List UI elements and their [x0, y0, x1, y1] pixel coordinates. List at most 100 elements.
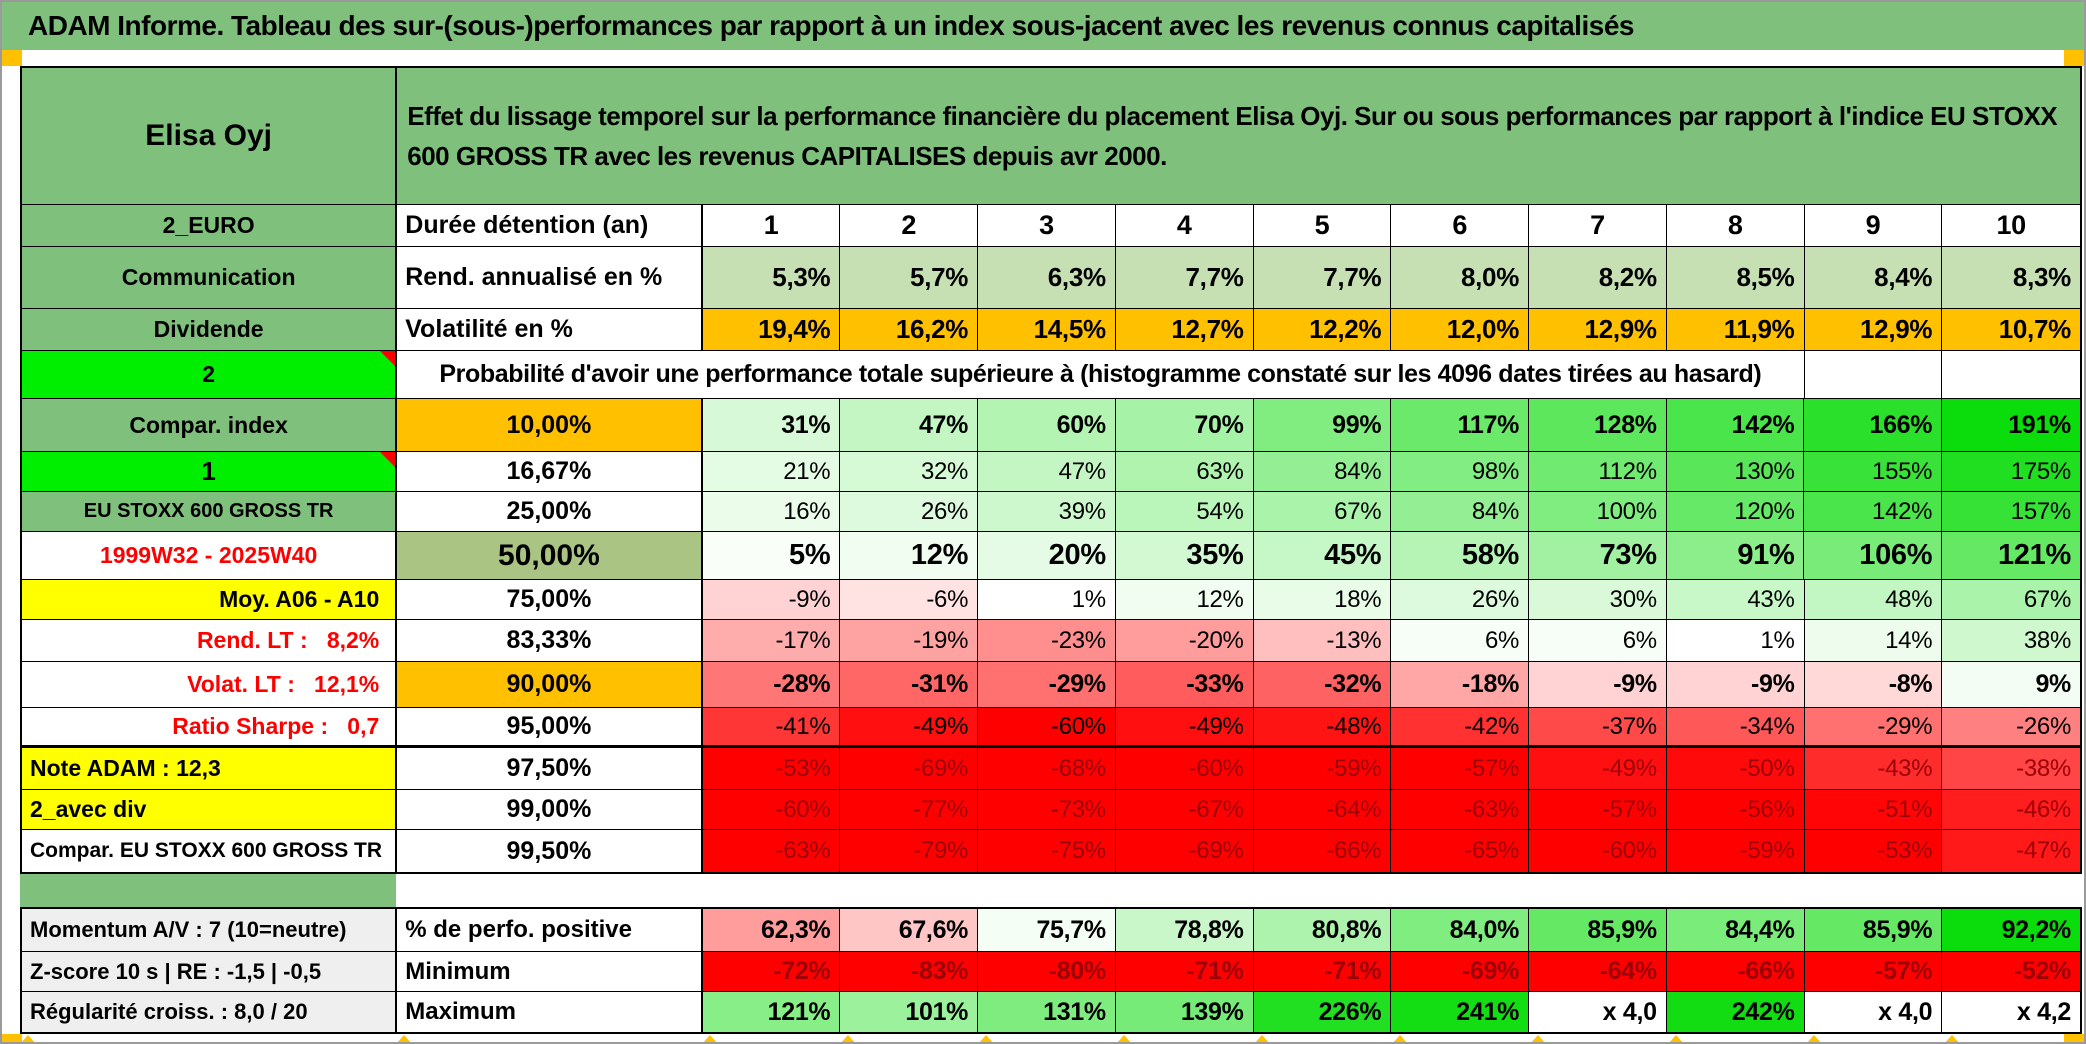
row-label-min: Z-score 10 s | RE : -1,5 | -0,5: [22, 952, 398, 992]
value-cell: 106%: [1804, 532, 1943, 580]
header-row: Elisa Oyj Effet du lissage temporel sur …: [22, 68, 2080, 205]
main-table: Elisa Oyj Effet du lissage temporel sur …: [20, 66, 2082, 874]
value-cell: -13%: [1253, 620, 1392, 662]
value-cell: -71%: [1115, 952, 1254, 992]
value-cell: -60%: [1115, 748, 1254, 790]
row-label-p50: 1999W32 - 2025W40: [22, 532, 398, 580]
value-cell: -59%: [1253, 748, 1392, 790]
empty-cell: [1942, 351, 2080, 399]
value-cell: 19,4%: [702, 309, 841, 351]
value-cell: 8,2%: [1529, 247, 1667, 309]
value-cell: -65%: [1391, 830, 1530, 872]
row-label-volat: Dividende: [22, 309, 398, 351]
value-cell: 101%: [840, 992, 979, 1032]
value-cell: 39%: [978, 492, 1116, 532]
value-cell: 84,4%: [1666, 909, 1805, 952]
value-cell: 58%: [1391, 532, 1530, 580]
row-durations: 2_EURO Durée détention (an) 1 2 3 4 5 6 7 8 9 10: [22, 205, 2081, 247]
col2-p995: 99,50%: [397, 830, 703, 872]
value-cell: -42%: [1391, 708, 1530, 748]
row-p83: Rend. LT : 8,2% 83,33% -17% -19% -23% -20% -13…: [22, 620, 2080, 662]
value-cell: -46%: [1942, 790, 2080, 830]
value-cell: 78,8%: [1115, 909, 1254, 952]
col2-rend: Rend. annualisé en %: [397, 247, 703, 309]
value-cell: -71%: [1253, 952, 1392, 992]
main-rows-container: 2_EURO Durée détention (an) 1 2 3 4 5 6 7 8 9 10 Com…: [22, 205, 2081, 872]
value-cell: -83%: [840, 952, 979, 992]
value-cell: -63%: [1391, 790, 1530, 830]
value-cell: 8,5%: [1666, 247, 1805, 309]
value-cell: 84%: [1253, 452, 1392, 492]
value-cell: 80,8%: [1253, 909, 1392, 952]
duration-header: 5: [1253, 205, 1392, 247]
value-cell: x 4,0: [1529, 992, 1667, 1032]
duration-header: 9: [1804, 205, 1943, 247]
value-cell: 241%: [1391, 992, 1530, 1032]
value-cell: -57%: [1529, 790, 1667, 830]
value-cell: 120%: [1666, 492, 1805, 532]
duration-header: 7: [1529, 205, 1667, 247]
value-cell: 92,2%: [1942, 909, 2080, 952]
value-cell: 121%: [1942, 532, 2080, 580]
value-cell: 9%: [1942, 662, 2080, 708]
row-label-perfo: Momentum A/V : 7 (10=neutre): [22, 909, 398, 952]
duration-header: 10: [1942, 205, 2081, 247]
value-cell: 10,7%: [1942, 309, 2080, 351]
page-break-marker: [840, 1035, 856, 1042]
value-cell: 117%: [1391, 399, 1530, 452]
row-min: Z-score 10 s | RE : -1,5 | -0,5 Minimum -7…: [22, 952, 2080, 992]
col2-p975: 97,50%: [397, 748, 703, 790]
value-cell: 99%: [1253, 399, 1392, 452]
value-cell: -75%: [978, 830, 1116, 872]
value-cell: x 4,0: [1804, 992, 1943, 1032]
value-cell: -9%: [1529, 662, 1667, 708]
value-cell: -17%: [702, 620, 841, 662]
value-cell: -32%: [1253, 662, 1392, 708]
value-cell: -53%: [702, 748, 841, 790]
col2-p83: 83,33%: [397, 620, 703, 662]
value-cell: -63%: [702, 830, 841, 872]
row-p75: Moy. A06 - A10 75,00% -9% -6% 1% 12% 18% 26% 30%…: [22, 580, 2080, 620]
value-cell: 12,0%: [1391, 309, 1530, 351]
value-cell: -67%: [1115, 790, 1254, 830]
row-max: Régularité croiss. : 8,0 / 20 Maximum 121%…: [22, 992, 2080, 1032]
value-cell: -29%: [978, 662, 1116, 708]
value-cell: -37%: [1529, 708, 1667, 748]
value-cell: 48%: [1804, 580, 1943, 620]
row-p99: 2_avec div 99,00% -60% -77% -73% -67% -64% -63%…: [22, 790, 2080, 830]
value-cell: -33%: [1115, 662, 1254, 708]
value-cell: -34%: [1666, 708, 1805, 748]
page-break-marker: [1806, 1035, 1822, 1042]
value-cell: 6%: [1529, 620, 1667, 662]
bottom-strip: [2, 1034, 2084, 1042]
value-cell: 5,3%: [702, 247, 841, 309]
value-cell: 6,3%: [978, 247, 1116, 309]
value-cell: 12,7%: [1115, 309, 1254, 351]
col2-durations: Durée détention (an): [397, 205, 703, 247]
row-label-p95: Ratio Sharpe : 0,7: [22, 708, 398, 748]
page-break-marker: [396, 1035, 412, 1042]
value-cell: 26%: [840, 492, 979, 532]
value-cell: 73%: [1529, 532, 1667, 580]
value-cell: -19%: [840, 620, 979, 662]
row-label-rend: Communication: [22, 247, 398, 309]
value-cell: 21%: [702, 452, 841, 492]
value-cell: -80%: [978, 952, 1116, 992]
col2-p75: 75,00%: [397, 580, 703, 620]
page-break-marker: [702, 1035, 718, 1042]
value-cell: 139%: [1115, 992, 1254, 1032]
col2-p99: 99,00%: [397, 790, 703, 830]
col2-p10: 10,00%: [397, 399, 703, 452]
value-cell: 14%: [1804, 620, 1943, 662]
value-cell: -28%: [702, 662, 841, 708]
value-cell: -56%: [1666, 790, 1805, 830]
page-break-marker: [2, 1034, 22, 1042]
top-gap: [2, 50, 2084, 66]
page-title: ADAM Informe. Tableau des sur-(sous-)per…: [28, 10, 1634, 41]
value-cell: 85,9%: [1529, 909, 1667, 952]
page-break-marker: [978, 1035, 994, 1042]
duration-header: 6: [1391, 205, 1530, 247]
value-cell: 62,3%: [702, 909, 841, 952]
page-break-marker: [1530, 1035, 1546, 1042]
